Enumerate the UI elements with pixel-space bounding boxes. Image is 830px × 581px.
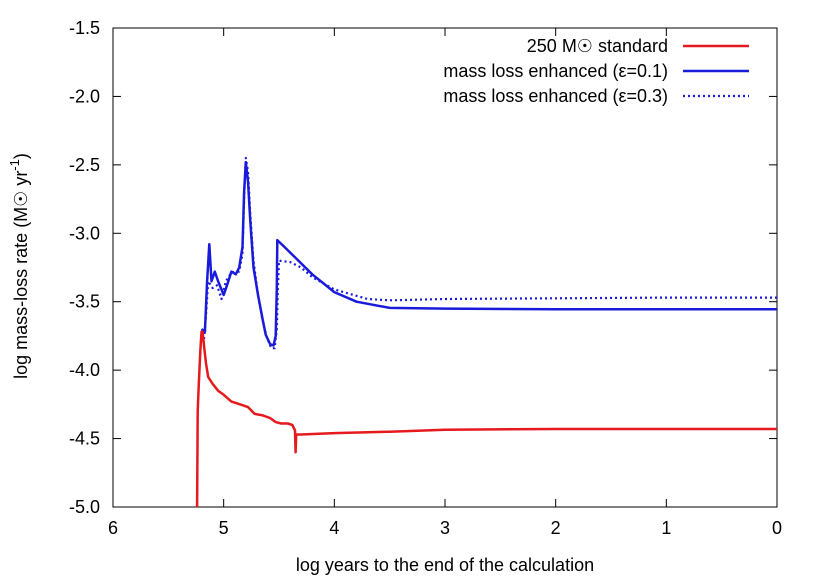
series-line-0 [195,330,777,508]
y-axis-label-end: ) [11,153,31,159]
x-axis-label: log years to the end of the calculation [296,555,594,575]
y-tick-label: -2.0 [69,86,100,106]
series-line-1 [200,160,777,347]
y-axis-label-main: log mass-loss rate (M☉ yr [11,171,31,379]
y-tick-label: -3.5 [69,292,100,312]
y-tick-label: -4.0 [69,360,100,380]
x-tick-label: 2 [551,518,561,538]
x-tick-label: 1 [661,518,671,538]
y-tick-label: -4.5 [69,429,100,449]
y-tick-label: -1.5 [69,18,100,38]
y-tick-label: -3.0 [69,223,100,243]
y-axis: -1.5 -2.0 -2.5 -3.0 -3.5 -4.0 -4.5 -5.0 [69,18,777,517]
x-tick-label: 5 [219,518,229,538]
x-tick-label: 4 [329,518,339,538]
x-tick-label: 6 [108,518,118,538]
y-tick-label: -2.5 [69,155,100,175]
y-axis-label: log mass-loss rate (M☉ yr-1) [7,153,31,379]
x-tick-label: 0 [772,518,782,538]
x-axis: 6 5 4 3 2 1 0 [108,28,782,538]
series-line-2 [200,156,777,350]
y-axis-label-superscript: -1 [7,159,22,171]
x-tick-label: 3 [440,518,450,538]
legend-label-1: mass loss enhanced (ε=0.1) [443,61,668,81]
series-layer [195,156,777,508]
legend: 250 M☉ standard mass loss enhanced (ε=0.1… [443,36,749,106]
legend-label-2: mass loss enhanced (ε=0.3) [443,86,668,106]
y-tick-label: -5.0 [69,497,100,517]
legend-label-0: 250 M☉ standard [527,36,668,56]
